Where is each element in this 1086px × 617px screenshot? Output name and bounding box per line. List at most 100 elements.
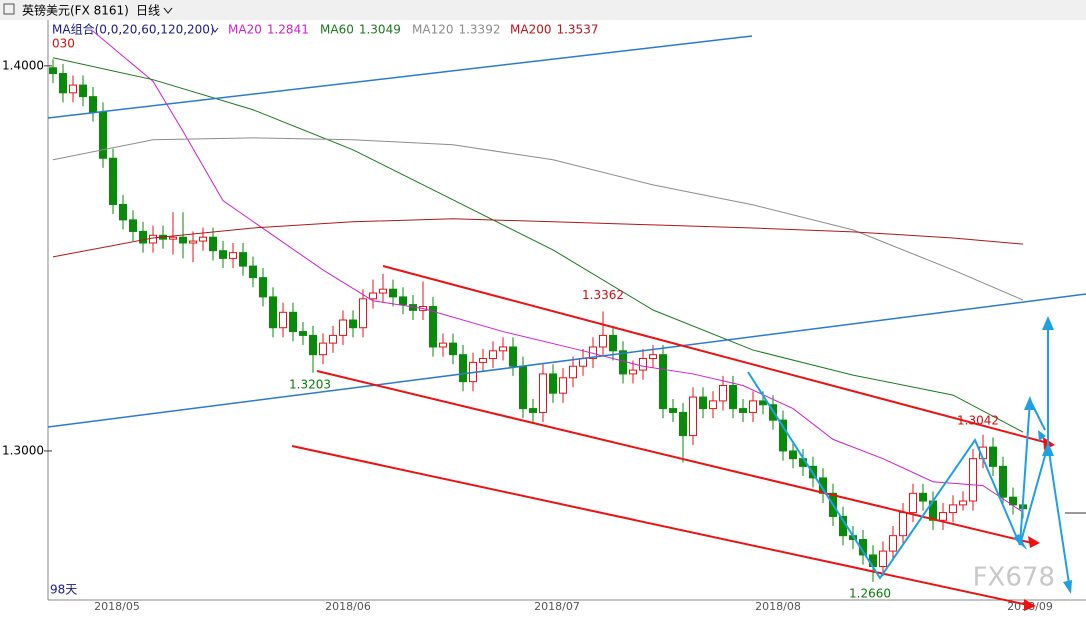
y-tick-label: 1.4000 <box>2 58 44 72</box>
candle-body <box>179 236 187 244</box>
channel-line <box>316 370 1033 544</box>
legend-value: 1.2841 <box>267 23 309 37</box>
candle-body <box>689 396 697 437</box>
candle-body <box>1009 496 1017 506</box>
icon[interactable] <box>3 3 15 15</box>
toolbar <box>0 0 1086 20</box>
candle-body <box>669 408 677 413</box>
dropdown[interactable] <box>211 27 219 33</box>
corner-label: 030 <box>52 37 75 51</box>
trend-line <box>47 35 753 119</box>
candle-body <box>359 298 367 329</box>
candle-body <box>129 219 137 232</box>
candle-body <box>269 296 277 329</box>
candle-body <box>109 157 117 205</box>
candle-body <box>439 342 447 348</box>
candle-body <box>889 535 897 552</box>
candle-body <box>699 396 707 410</box>
legend-value: 1.3392 <box>458 23 500 37</box>
channel-line <box>382 265 1049 444</box>
legend-value: 1.3537 <box>556 23 598 37</box>
extreme-label: 1.3362 <box>582 288 624 302</box>
candle-body <box>649 354 657 360</box>
candle-body <box>399 296 407 306</box>
candle-body <box>489 350 497 360</box>
candle-body <box>249 265 257 279</box>
symbol[interactable]: 英镑美元(FX 8161) <box>22 3 129 18</box>
candle-body <box>169 236 177 240</box>
candle-body <box>479 358 487 363</box>
candle-body <box>569 365 577 379</box>
candle-body <box>309 334 317 356</box>
candle-body <box>999 465 1007 498</box>
x-tick-label: 2018/06 <box>325 600 371 613</box>
ma-line <box>52 137 1024 301</box>
candle-body <box>189 240 197 244</box>
x-tick-label: 2018/07 <box>534 600 580 613</box>
legend-name: MA120 <box>412 23 453 37</box>
legend-name: MA60 <box>320 23 354 37</box>
candle-body <box>939 512 947 521</box>
candle-body <box>119 203 127 221</box>
arrowheads <box>1013 316 1072 594</box>
candle-body <box>509 346 517 367</box>
wave-path <box>1019 399 1031 546</box>
candle-body <box>349 319 357 329</box>
candle-body <box>499 346 507 352</box>
candle-body <box>659 354 667 410</box>
extreme-label: 1.2660 <box>849 586 891 600</box>
period[interactable]: 日线 <box>136 4 160 18</box>
candle-body <box>99 111 107 159</box>
candle-body <box>749 400 757 413</box>
channel-line <box>291 445 1029 606</box>
candle-body <box>229 252 237 259</box>
candle-body <box>549 373 557 394</box>
candle-body <box>319 342 327 356</box>
candle-body <box>539 373 547 413</box>
candle-body <box>139 230 147 244</box>
ma-line <box>52 218 1024 258</box>
candle-body <box>739 408 747 413</box>
candle-body <box>199 236 207 242</box>
candle-body <box>219 250 227 259</box>
trend-line <box>47 293 1086 428</box>
legend-name: MA200 <box>510 23 551 37</box>
legend-value: 1.3049 <box>359 23 401 37</box>
candle-body <box>49 67 57 75</box>
legend-name: MA20 <box>228 23 262 37</box>
candle-body <box>279 311 287 329</box>
candle-body <box>579 358 587 367</box>
candle-body <box>989 446 997 467</box>
candle-body <box>519 365 527 410</box>
candle-body <box>459 354 467 383</box>
candle-body <box>879 550 887 567</box>
candle-body <box>949 504 957 514</box>
candle-body <box>909 492 917 514</box>
candle-body <box>69 84 77 94</box>
ma-line <box>92 30 1024 513</box>
candle-body <box>379 288 387 294</box>
ma-line <box>52 57 1024 433</box>
y-tick-label: 1.3000 <box>2 443 44 457</box>
candle-body <box>779 419 787 452</box>
candle-body <box>959 500 967 506</box>
candle-body <box>629 369 637 375</box>
candle-body <box>709 400 717 410</box>
candle-body <box>59 73 67 94</box>
extreme-label: 1.3203 <box>289 377 331 391</box>
dropdown[interactable] <box>163 7 173 14</box>
candle-body <box>609 334 617 352</box>
candle-body <box>449 342 457 356</box>
candle-body <box>899 512 907 537</box>
candle-body <box>719 384 727 402</box>
candle-body <box>339 319 347 336</box>
candle-body <box>299 331 307 336</box>
candle-body <box>529 408 537 413</box>
candle-body <box>599 334 607 348</box>
candle-body <box>679 411 687 437</box>
ma-group[interactable]: MA组合(0,0,20,60,120,200) <box>52 22 215 37</box>
candle-body <box>429 306 437 348</box>
candle-body <box>969 458 977 502</box>
